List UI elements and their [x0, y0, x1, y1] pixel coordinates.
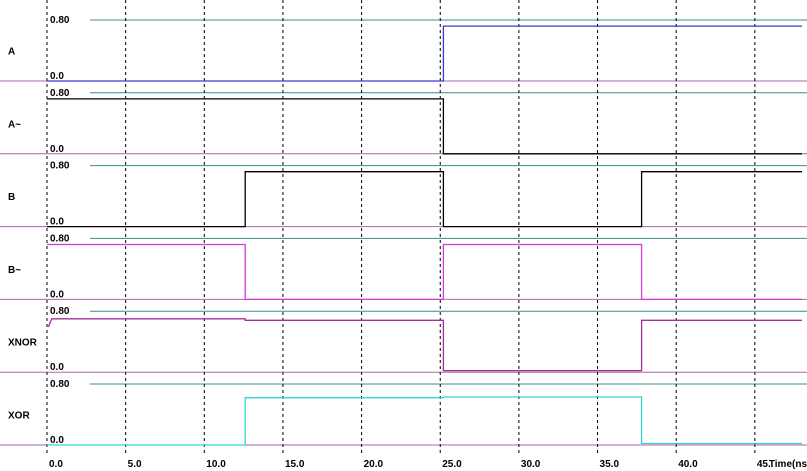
signal-name: A~: [8, 119, 21, 130]
level-label-high: 0.80: [50, 379, 70, 390]
signal-name: B~: [8, 265, 21, 276]
level-label-low: 0.0: [50, 289, 64, 300]
level-label-high: 0.80: [50, 306, 70, 317]
x-axis-label: Time(ns): [769, 459, 807, 470]
x-tick-label: 0.0: [49, 459, 63, 470]
level-label-low: 0.0: [50, 362, 64, 373]
level-label-low: 0.0: [50, 435, 64, 446]
x-tick-label: 35.0: [600, 459, 620, 470]
waveform-xor: [47, 396, 802, 446]
x-tick-label: 20.0: [364, 459, 384, 470]
signal-name: A: [8, 47, 15, 58]
waveform-xnor: [47, 318, 802, 372]
level-label-low: 0.0: [50, 144, 64, 155]
x-tick-label: 5.0: [128, 459, 142, 470]
signal-name: XNOR: [8, 338, 38, 349]
waveform-a: [47, 25, 802, 82]
waveform-a-: [47, 98, 802, 155]
x-tick-label: 15.0: [285, 459, 305, 470]
x-tick-label: 45.: [757, 459, 771, 470]
x-tick-label: 10.0: [206, 459, 226, 470]
x-tick-label: 30.0: [521, 459, 541, 470]
x-tick-label: 40.0: [678, 459, 698, 470]
level-label-high: 0.80: [50, 15, 70, 26]
x-tick-label: 25.0: [442, 459, 462, 470]
level-label-low: 0.0: [50, 217, 64, 228]
waveform-b: [47, 171, 802, 228]
level-label-high: 0.80: [50, 161, 70, 172]
level-label-high: 0.80: [50, 88, 70, 99]
level-label-high: 0.80: [50, 233, 70, 244]
signal-name: XOR: [8, 411, 30, 422]
waveform-b-: [47, 243, 802, 301]
signal-name: B: [8, 192, 15, 203]
level-label-low: 0.0: [50, 71, 64, 82]
